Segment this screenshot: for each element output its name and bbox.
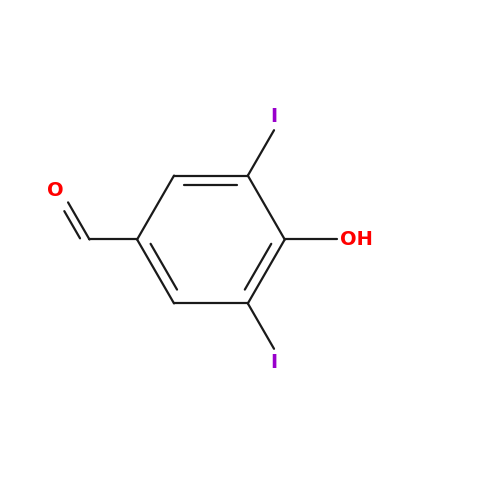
Text: I: I xyxy=(271,107,278,126)
Text: O: O xyxy=(46,181,63,200)
Text: I: I xyxy=(271,353,278,372)
Text: OH: OH xyxy=(340,230,372,249)
